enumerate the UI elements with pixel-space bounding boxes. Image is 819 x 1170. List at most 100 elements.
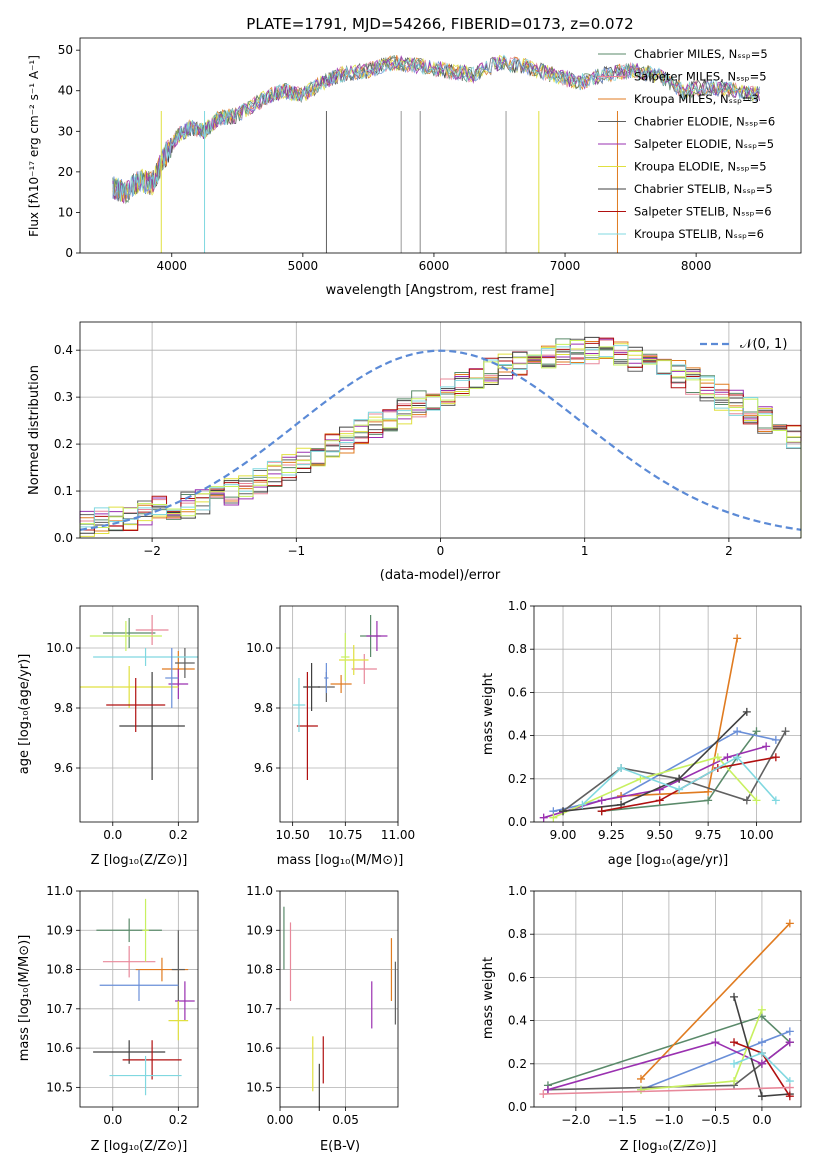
y-tick-label: 0.0 <box>508 815 527 829</box>
z-weight-panel: −2.0 −1.5 −1.0 −0.5 0.0 0.0 0.2 0.4 0.6 0.8 1.0 Z [… <box>481 884 802 1154</box>
weight-marker <box>752 796 761 805</box>
y-tick-label: 10.8 <box>46 963 73 977</box>
weight-marker <box>636 774 645 783</box>
z-age-ylabel: age [log₁₀(age/yr)] <box>17 654 32 775</box>
y-tick-label: 10.6 <box>46 1041 73 1055</box>
weight-marker <box>785 1038 794 1047</box>
y-tick-label: 10.0 <box>46 641 73 655</box>
x-tick-label: 1 <box>581 544 589 558</box>
weight-marker <box>675 785 684 794</box>
weight-marker <box>757 1038 766 1047</box>
y-tick-label: 10.5 <box>246 1080 273 1094</box>
y-tick-label: 10 <box>58 205 73 219</box>
x-tick-label: 11.00 <box>381 828 415 842</box>
weight-marker <box>559 807 568 816</box>
x-tick-label: 10.00 <box>739 828 773 842</box>
histogram-legend-label: 𝒩(0, 1) <box>740 337 787 352</box>
y-tick-label: 9.8 <box>54 701 73 715</box>
legend-label: Salpeter ELODIE, Nₛₛₚ=5 <box>634 137 774 151</box>
y-tick-label: 0.2 <box>54 437 73 451</box>
weight-marker <box>539 1090 548 1099</box>
weight-marker <box>771 796 780 805</box>
y-tick-label: 0.4 <box>54 343 73 357</box>
weight-marker <box>733 634 742 643</box>
x-tick-label: −1 <box>287 544 305 558</box>
y-tick-label: 10.8 <box>246 963 273 977</box>
spectrum-xlabel: wavelength [Angstrom, rest frame] <box>326 283 555 298</box>
weight-marker <box>785 1027 794 1036</box>
residual-histogram-panel: −2 −1 0 1 2 0.0 0.1 0.2 0.3 0.4 (data-model)/error… <box>27 321 802 583</box>
weight-marker <box>549 813 558 822</box>
weight-marker <box>730 1059 739 1068</box>
weight-marker <box>711 1038 720 1047</box>
weight-marker <box>757 1005 766 1014</box>
legend-label: Kroupa STELIB, Nₛₛₚ=6 <box>634 227 764 241</box>
x-tick-label: 10.75 <box>328 828 362 842</box>
x-tick-label: 9.75 <box>695 828 722 842</box>
y-tick-label: 0 <box>65 246 73 260</box>
weight-marker <box>543 1085 552 1094</box>
spectrum-line <box>112 55 760 204</box>
weight-line <box>547 1041 791 1091</box>
plot-area <box>280 891 398 1107</box>
plot-area <box>534 891 801 1107</box>
weight-line <box>601 730 758 812</box>
z-age-xlabel: Z [log₁₀(Z/Z⊙)] <box>91 853 188 868</box>
weight-marker <box>742 796 751 805</box>
weight-line <box>640 922 791 1080</box>
y-tick-label: 10.7 <box>246 1002 273 1016</box>
spectrum-line <box>112 54 760 201</box>
y-tick-label: 0.8 <box>508 927 527 941</box>
weight-marker <box>771 753 780 762</box>
legend-label: Chabrier STELIB, Nₛₛₚ=5 <box>634 182 773 196</box>
y-tick-label: 0.0 <box>508 1100 527 1114</box>
mass-age-panel: 10.50 10.75 11.00 9.6 9.8 10.0 mass [log₁₀(M/M… <box>246 605 415 868</box>
spectrum-line <box>112 56 760 202</box>
y-tick-label: 1.0 <box>508 599 527 613</box>
y-tick-label: 0.8 <box>508 642 527 656</box>
legend-label: Salpeter STELIB, Nₛₛₚ=6 <box>634 205 772 219</box>
axes-frame <box>279 890 399 1108</box>
x-tick-label: 0.0 <box>103 828 122 842</box>
weight-marker <box>762 742 771 751</box>
axes-frame <box>279 605 399 823</box>
plot-area <box>280 606 398 822</box>
weight-marker <box>730 1077 739 1086</box>
y-tick-label: 10.0 <box>246 641 273 655</box>
x-tick-label: 10.50 <box>275 828 309 842</box>
y-tick-label: 0.1 <box>54 484 73 498</box>
weight-marker <box>785 1092 794 1101</box>
x-tick-label: 9.00 <box>550 828 577 842</box>
weight-marker <box>757 1059 766 1068</box>
x-tick-label: 0.2 <box>169 828 188 842</box>
y-tick-label: 11.0 <box>46 884 73 898</box>
weight-marker <box>723 753 732 762</box>
x-tick-label: 9.25 <box>598 828 625 842</box>
axes-frame <box>79 321 802 539</box>
y-tick-label: 10.5 <box>46 1080 73 1094</box>
x-tick-label: 0.2 <box>169 1113 188 1127</box>
x-tick-label: 0.0 <box>752 1113 771 1127</box>
weight-marker <box>752 727 761 736</box>
weight-marker <box>655 796 664 805</box>
y-tick-label: 0.6 <box>508 685 527 699</box>
x-tick-label: 2 <box>725 544 733 558</box>
y-tick-label: 0.6 <box>508 970 527 984</box>
histogram-xlabel: (data-model)/error <box>380 568 501 583</box>
weight-marker <box>578 800 587 809</box>
axes-frame <box>79 605 199 823</box>
x-tick-label: 0.00 <box>267 1113 294 1127</box>
mass-age-xlabel: mass [log₁₀(M/M⊙)] <box>277 853 404 868</box>
y-tick-label: 9.8 <box>254 701 273 715</box>
weight-marker <box>781 727 790 736</box>
weight-marker <box>675 774 684 783</box>
y-tick-label: 11.0 <box>246 884 273 898</box>
plot-area <box>534 606 801 822</box>
x-tick-label: 8000 <box>681 259 712 273</box>
weight-line <box>543 1086 790 1095</box>
y-tick-label: 0.2 <box>508 1057 527 1071</box>
z-weight-xlabel: Z [log₁₀(Z/Z⊙)] <box>620 1139 717 1154</box>
weight-marker <box>730 1038 739 1047</box>
weight-marker <box>704 787 713 796</box>
z-mass-xlabel: Z [log₁₀(Z/Z⊙)] <box>91 1139 188 1154</box>
